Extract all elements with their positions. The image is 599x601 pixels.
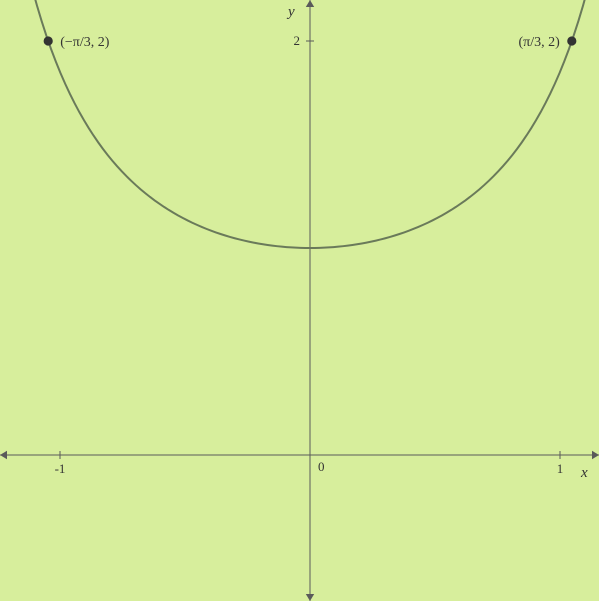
x-axis-label: x [580,465,588,481]
plot-background [0,0,599,601]
origin-label: 0 [318,459,325,474]
point-label: (π/3, 2) [519,35,561,50]
point-label: (−π/3, 2) [60,35,110,50]
marked-point [568,37,576,45]
coordinate-plot: -1 1 2 0 x y (−π/3, 2) (π/3, 2) [0,0,599,601]
y-axis-label: y [286,4,295,20]
x-tick-label: 1 [557,461,564,476]
x-tick-label: -1 [55,461,66,476]
y-tick-label: 2 [294,33,301,48]
chart-container: -1 1 2 0 x y (−π/3, 2) (π/3, 2) [0,0,599,601]
marked-point [44,37,52,45]
